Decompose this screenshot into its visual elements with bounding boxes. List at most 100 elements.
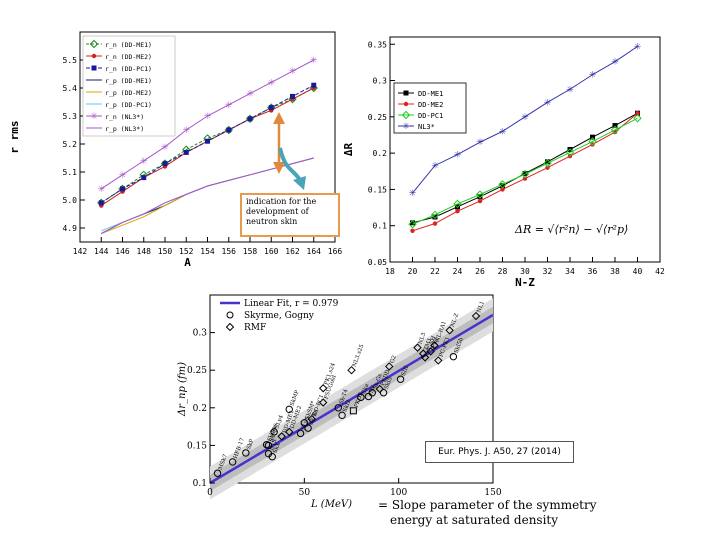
data-point — [633, 114, 642, 123]
data-point: ✳ — [182, 126, 190, 136]
legend-label: Skyrme, Gogny — [244, 311, 315, 321]
y-tick-label: 4.9 — [63, 224, 78, 233]
data-point — [141, 175, 147, 181]
data-point — [311, 82, 317, 88]
point-label: PKDD — [380, 368, 392, 386]
slope-note-line1: = Slope parameter of the symmetry — [378, 498, 597, 512]
x-tick-label: 18 — [385, 267, 395, 276]
data-point — [500, 183, 505, 189]
data-point — [338, 411, 346, 420]
legend-marker — [226, 311, 234, 319]
data-point: ✳ — [97, 185, 105, 195]
data-point — [183, 149, 189, 155]
data-point — [413, 343, 422, 352]
x-tick-label: 28 — [498, 267, 508, 276]
data-point — [318, 384, 328, 393]
data-point — [300, 419, 309, 427]
data-point — [410, 220, 415, 226]
series-line — [100, 87, 314, 204]
data-point: ✳ — [310, 56, 318, 66]
series-line — [100, 59, 314, 190]
data-point — [408, 220, 417, 229]
data-point — [290, 93, 295, 99]
series-line — [412, 117, 638, 225]
y-tick-label: 5.5 — [63, 56, 78, 65]
data-point — [520, 169, 530, 179]
point-label: SkX — [273, 442, 282, 454]
x-tick-label: 50 — [299, 488, 311, 498]
legend-label: r_n (DD-ME1) — [105, 41, 152, 49]
point-label: SkI2 — [342, 399, 352, 413]
x-tick-label: 148 — [137, 247, 152, 256]
data-point — [242, 449, 250, 457]
data-point — [449, 352, 458, 361]
data-point — [247, 116, 253, 122]
slope-note: = Slope parameter of the symmetry energy… — [378, 498, 678, 528]
x-tick-label: 164 — [307, 247, 322, 256]
legend-label: r_p (DD-PC1) — [105, 101, 152, 109]
y-tick-label: 0.1 — [193, 479, 207, 489]
data-point — [120, 186, 125, 192]
data-point — [455, 208, 460, 214]
y-tick-label: 5.1 — [63, 168, 78, 177]
data-point — [268, 105, 274, 111]
y-tick-label: 0.3 — [193, 329, 208, 339]
y-tick-label: 0.2 — [193, 404, 207, 414]
point-label: Sk-Gs — [372, 373, 383, 390]
y-axis-label: ΔR — [342, 143, 355, 157]
x-tick-label: 146 — [115, 247, 130, 256]
point-label: SkP — [246, 438, 255, 450]
y-tick-label: 0.25 — [187, 366, 207, 376]
x-tick-label: 100 — [390, 488, 407, 498]
point-label: D1S — [269, 438, 279, 451]
x-tick-label: 38 — [610, 267, 620, 276]
point-label: SkI5b — [454, 337, 465, 355]
skin-vs-slope-chart: 0 50 100 150 0.1 0.15 0.2 0.25 0.3 L (MeV) Δr_np (… — [177, 294, 502, 510]
y-tick-label: 5.2 — [63, 140, 78, 149]
legend-label: r_p (DD-ME2) — [105, 89, 152, 97]
data-point — [357, 393, 365, 401]
x-tick-label: 40 — [633, 267, 643, 276]
x-tick-label: 150 — [484, 488, 501, 498]
data-point — [545, 165, 550, 170]
data-point: ✳ — [566, 85, 574, 95]
data-point: ✳ — [140, 157, 148, 167]
x-tick-label: 0 — [207, 488, 213, 498]
x-axis-label: N-Z — [515, 276, 535, 289]
radii-chart: 142 144 146 148 150 152 154 156 158 160 162 164 166 4… — [8, 31, 342, 269]
data-point: ✳ — [454, 151, 462, 161]
data-point — [396, 375, 405, 383]
data-point — [162, 161, 168, 167]
data-point — [453, 199, 462, 209]
data-point — [590, 134, 595, 140]
point-label: SkMP — [289, 389, 300, 407]
y-tick-label: 0.35 — [368, 40, 387, 49]
data-point: ✳ — [544, 98, 552, 108]
x-tick-label: 32 — [543, 267, 553, 276]
data-point — [368, 389, 376, 397]
data-point — [477, 198, 483, 204]
legend-marker: ✳ — [90, 112, 98, 122]
y-tick-label: 5.0 — [63, 196, 78, 205]
data-point — [277, 432, 286, 441]
legend-marker — [403, 101, 409, 107]
legend-label: DD-ME1 — [418, 90, 443, 98]
x-tick-label: 158 — [243, 247, 258, 256]
data-point — [213, 469, 222, 477]
legend-label: DD-PC1 — [418, 112, 443, 120]
data-point — [98, 200, 104, 206]
data-point — [498, 180, 507, 189]
data-point — [426, 347, 435, 356]
legend: r_n (DD-ME1) r_n (DD-ME2) r_n (DD-PC1) r_p … — [82, 35, 176, 137]
x-tick-label: 26 — [475, 267, 485, 276]
data-point — [445, 326, 454, 335]
y-tick-label: 0.25 — [368, 113, 387, 122]
data-point — [296, 429, 305, 438]
data-point — [285, 405, 293, 414]
y-tick-label: 0.15 — [187, 441, 207, 451]
x-tick-label: 30 — [520, 267, 530, 276]
legend-label: DD-ME2 — [418, 101, 443, 109]
point-label: Sk-T4 — [339, 388, 350, 405]
point-label: TM1 — [423, 337, 433, 351]
legend: DD-ME1 DD-ME2 DD-PC1 ✳ NL3* — [393, 82, 467, 134]
